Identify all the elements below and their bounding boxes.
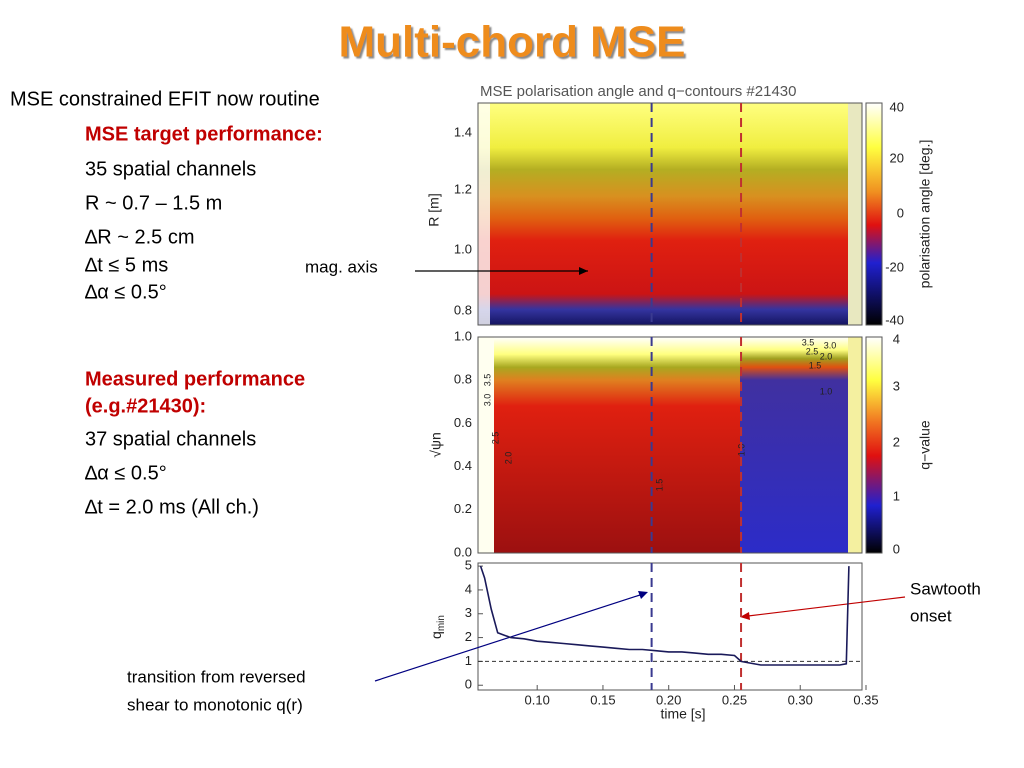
x-tick-label: 0.30	[788, 692, 813, 707]
section-heading: Measured performance	[85, 368, 305, 390]
colorbar-label: polarisation angle [deg.]	[917, 140, 933, 289]
section-heading: MSE target performance:	[85, 123, 323, 145]
y-tick-label: 0.0	[454, 544, 472, 559]
y-axis-label: R [m]	[426, 193, 442, 226]
arrowhead	[638, 591, 648, 599]
bullet-text: ∆t = 2.0 ms (All ch.)	[85, 496, 259, 518]
colorbar-tick-label: 20	[890, 150, 904, 165]
bullet-text: 35 spatial channels	[85, 158, 256, 180]
colorbar	[865, 336, 883, 554]
annotation: mag. axis	[305, 257, 378, 276]
contour-label: 2.5	[806, 346, 819, 356]
label-sub: min	[436, 615, 447, 631]
colorbar-tick-label: 0	[893, 541, 900, 556]
y-tick-label: 1	[465, 653, 472, 668]
contour-label: 2.0	[820, 351, 833, 361]
angle-heatmap	[478, 103, 862, 325]
y-tick-label: 0.4	[454, 458, 472, 473]
arrowhead	[579, 267, 588, 275]
frame	[477, 336, 863, 554]
y-tick-label: 1.2	[454, 181, 472, 196]
q-heatmap	[740, 337, 848, 553]
x-tick-label: 0.35	[853, 692, 878, 707]
x-axis-label: time [s]	[660, 706, 705, 722]
contour-label: 3.0	[482, 394, 492, 407]
colorbar-tick-label: -40	[885, 312, 904, 327]
x-tick-label: 0.15	[590, 692, 615, 707]
bullet-text: ∆t ≤ 5 ms	[85, 254, 168, 276]
bullet-text: ∆α ≤ 0.5°	[85, 462, 167, 484]
bullet-text: R ~ 0.7 – 1.5 m	[85, 192, 222, 214]
label-main: q	[428, 631, 444, 639]
y-tick-label: 3	[465, 605, 472, 620]
colorbar-tick-label: 4	[893, 331, 900, 346]
x-tick-label: 0.20	[656, 692, 681, 707]
y-tick-label: 0	[465, 677, 472, 692]
annotation: Sawtooth	[910, 579, 981, 598]
y-tick-label: 5	[465, 558, 472, 573]
contour-label: 1.5	[809, 360, 822, 370]
contour-label: 2.5	[490, 432, 500, 445]
y-tick-label: 0.8	[454, 302, 472, 317]
colorbar-tick-label: 3	[893, 378, 900, 393]
y-tick-label: 0.8	[454, 372, 472, 387]
bullet-text: ∆R ~ 2.5 cm	[85, 226, 195, 248]
bullet-text: 37 spatial channels	[85, 428, 256, 450]
arrowhead	[740, 612, 750, 620]
contour-label: 3.0	[824, 340, 837, 350]
section-heading: (e.g.#21430):	[85, 395, 206, 417]
q-heatmap	[478, 337, 740, 553]
contour-label: 1.5	[654, 479, 664, 492]
colorbar	[865, 102, 883, 326]
annotation: shear to monotonic q(r)	[127, 695, 303, 714]
y-tick-label: 1.0	[454, 328, 472, 343]
x-tick-label: 0.25	[722, 692, 747, 707]
heatmap-edge	[848, 103, 862, 325]
intro: MSE constrained EFIT now routine	[10, 88, 320, 110]
y-tick-label: 4	[465, 581, 472, 596]
y-tick-label: 0.2	[454, 501, 472, 516]
figure-title: MSE polarisation angle and q−contours #2…	[480, 83, 796, 100]
colorbar-tick-label: 1	[893, 488, 900, 503]
contour-label: 1.0	[820, 386, 833, 396]
y-tick-label: 0.6	[454, 415, 472, 430]
frame	[477, 102, 863, 326]
x-tick-label: 0.10	[525, 692, 550, 707]
y-tick-label: 1.0	[454, 241, 472, 256]
slide-title: Multi-chord MSE	[338, 18, 685, 67]
arrow	[747, 596, 906, 617]
colorbar-tick-label: 40	[890, 99, 904, 114]
y-axis-label: √ψn	[428, 432, 444, 457]
contour-label: 3.5	[802, 337, 815, 347]
qmin-line	[479, 565, 850, 666]
frame	[477, 562, 863, 691]
arrow	[374, 594, 641, 682]
colorbar-tick-label: 2	[893, 434, 900, 449]
y-tick-label: 2	[465, 629, 472, 644]
y-tick-label: 1.4	[454, 124, 472, 139]
heatmap-edge	[848, 337, 862, 553]
heatmap-edge	[478, 103, 490, 325]
heatmap-edge	[478, 337, 494, 553]
colorbar-tick-label: 0	[897, 205, 904, 220]
colorbar-label: q−value	[917, 420, 933, 470]
contour-label: 2.0	[503, 452, 513, 465]
annotation: transition from reversed	[127, 667, 306, 686]
bullet-text: ∆α ≤ 0.5°	[85, 281, 167, 303]
contour-label: 3.5	[482, 374, 492, 387]
y-axis-label: qmin	[428, 615, 447, 639]
colorbar-tick-label: -20	[885, 259, 904, 274]
annotation: onset	[910, 606, 952, 625]
